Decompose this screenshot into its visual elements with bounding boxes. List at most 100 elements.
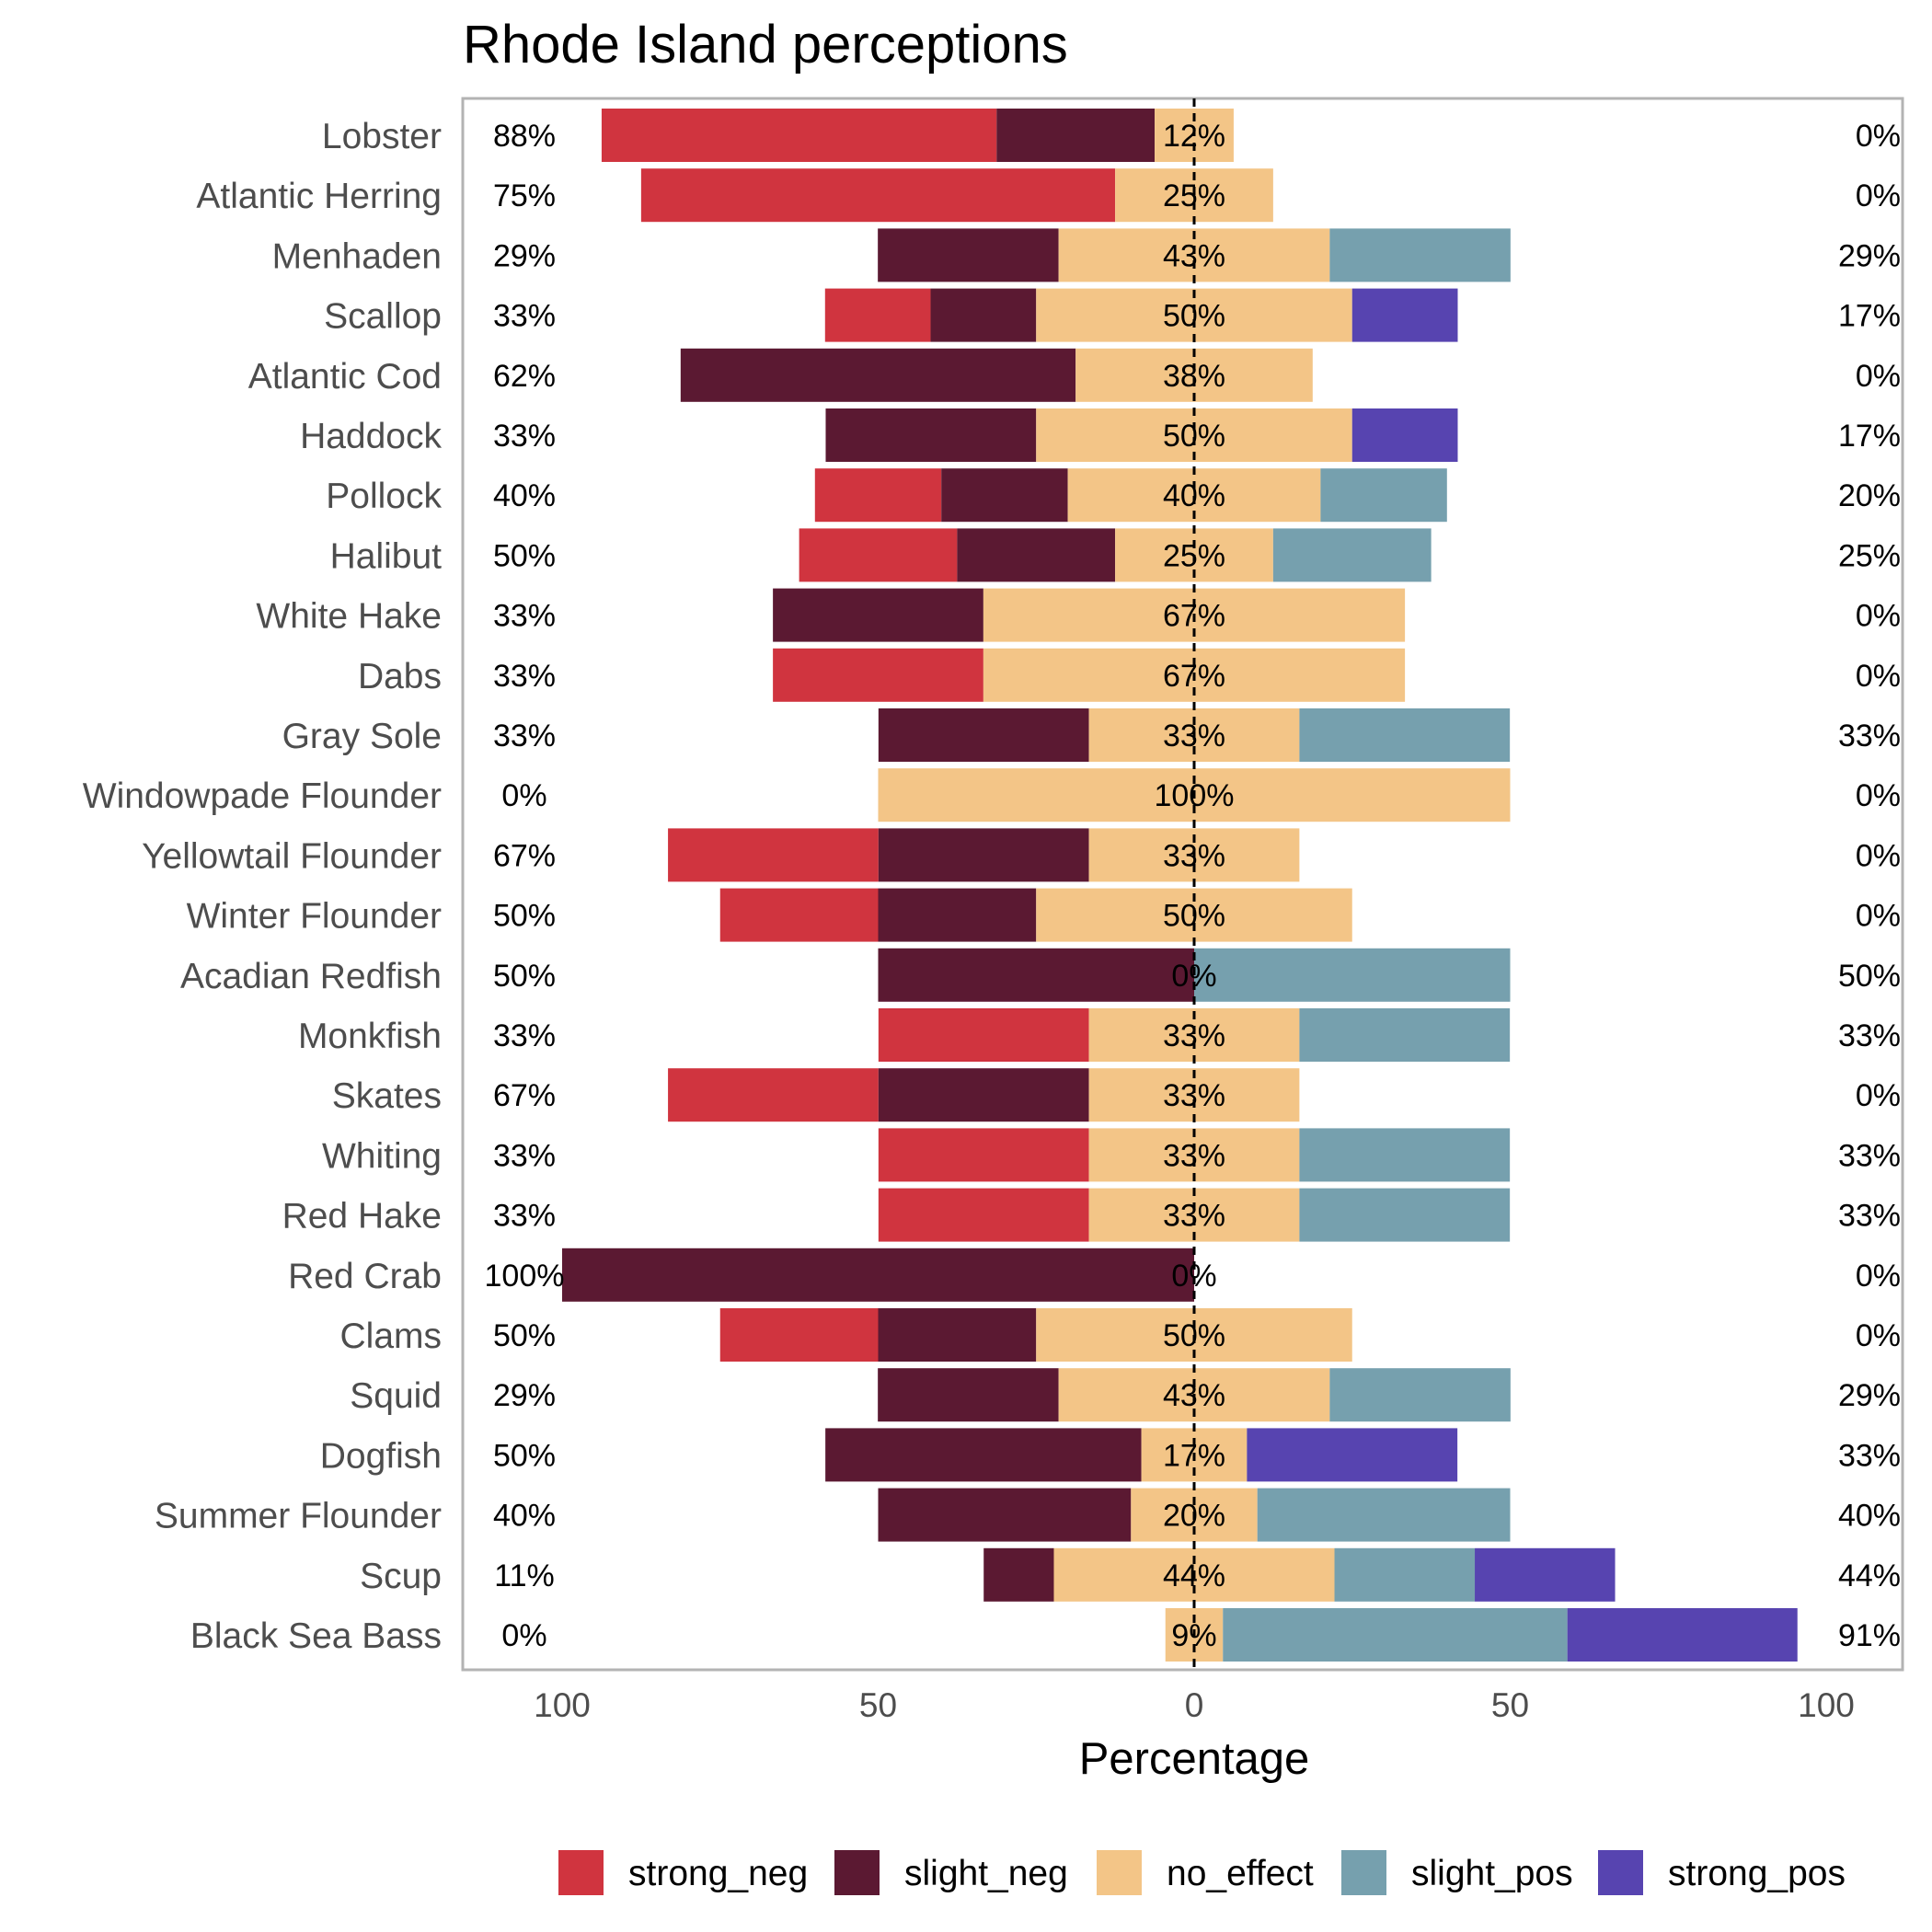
positive-pct-label: 0% — [1856, 899, 1901, 934]
bar-slight_pos — [1194, 948, 1511, 1002]
category-label: White Hake — [256, 597, 442, 637]
bar-slight_neg — [996, 109, 1156, 162]
positive-pct-label: 33% — [1838, 1199, 1901, 1234]
positive-pct-label: 40% — [1838, 1499, 1901, 1534]
category-label: Summer Flounder — [155, 1497, 442, 1536]
bar-strong_neg — [601, 109, 997, 162]
positive-pct-label: 91% — [1838, 1618, 1901, 1653]
positive-pct-label: 0% — [1856, 838, 1901, 873]
negative-pct-label: 0% — [501, 1618, 546, 1653]
bar-slight_neg — [878, 228, 1059, 282]
neutral-pct-label: 17% — [1163, 1438, 1225, 1473]
neutral-pct-label: 33% — [1163, 1138, 1225, 1173]
category-label: Pollock — [326, 477, 442, 516]
category-label: Dogfish — [320, 1436, 442, 1476]
legend-label: strong_neg — [628, 1854, 808, 1893]
negative-pct-label: 67% — [493, 838, 556, 873]
category-label: Dabs — [358, 657, 442, 696]
negative-pct-label: 50% — [493, 1318, 556, 1353]
bar-slight_neg — [825, 408, 1037, 462]
bar-strong_neg — [878, 1188, 1089, 1242]
category-label: Monkfish — [298, 1017, 442, 1056]
neutral-pct-label: 33% — [1163, 1078, 1225, 1113]
bar-strong_neg — [878, 1008, 1089, 1062]
positive-pct-label: 0% — [1856, 1259, 1901, 1294]
labels-group: Lobster 88% 12% 0% Atlantic Herring 75% 25% 0% M… — [83, 117, 1901, 1656]
negative-pct-label: 33% — [493, 1138, 556, 1173]
bar-slight_pos — [1320, 468, 1447, 523]
neutral-pct-label: 9% — [1171, 1618, 1216, 1653]
category-label: Menhaden — [272, 236, 442, 276]
bar-strong_pos — [1475, 1547, 1616, 1602]
category-label: Red Crab — [288, 1257, 442, 1296]
negative-pct-label: 40% — [493, 1499, 556, 1534]
bar-slight_neg — [773, 588, 983, 642]
bar-strong_neg — [824, 288, 931, 342]
x-tick-label: 50 — [859, 1686, 897, 1724]
category-label: Clams — [339, 1317, 442, 1356]
bar-slight_pos — [1299, 708, 1511, 762]
bar-slight_neg — [825, 1428, 1142, 1482]
positive-pct-label: 0% — [1856, 778, 1901, 813]
negative-pct-label: 88% — [493, 119, 556, 154]
bar-strong_neg — [719, 1308, 879, 1362]
bar-strong_pos — [1351, 408, 1458, 462]
negative-pct-label: 33% — [493, 599, 556, 634]
bar-no_effect — [1088, 1128, 1300, 1182]
legend-swatch-strong_neg — [558, 1850, 604, 1895]
bar-strong_neg — [878, 1128, 1089, 1182]
category-label: Lobster — [322, 117, 442, 156]
neutral-pct-label: 33% — [1163, 838, 1225, 873]
category-label: Squid — [350, 1376, 442, 1416]
neutral-pct-label: 33% — [1163, 719, 1225, 753]
bar-strong_neg — [719, 888, 879, 942]
bar-strong_neg — [773, 648, 983, 702]
bar-slight_neg — [878, 708, 1089, 762]
bar-strong_pos — [1247, 1428, 1458, 1482]
negative-pct-label: 100% — [485, 1259, 565, 1294]
positive-pct-label: 0% — [1856, 659, 1901, 694]
bars-group — [562, 109, 1798, 1662]
bar-slight_pos — [1329, 1368, 1511, 1422]
negative-pct-label: 40% — [493, 478, 556, 513]
bar-strong_neg — [640, 168, 1116, 223]
bar-slight_neg — [878, 828, 1089, 882]
x-tick-label: 0 — [1185, 1686, 1204, 1724]
positive-pct-label: 0% — [1856, 359, 1901, 394]
x-axis-ticks: 100 50 0 50 100 — [534, 1686, 1855, 1724]
category-label: Scup — [360, 1557, 442, 1596]
bar-strong_neg — [814, 468, 942, 523]
negative-pct-label: 11% — [494, 1558, 555, 1593]
x-tick-label: 100 — [1798, 1686, 1855, 1724]
bar-slight_pos — [1257, 1488, 1511, 1542]
positive-pct-label: 0% — [1856, 1318, 1901, 1353]
bar-slight_neg — [878, 948, 1194, 1002]
legend-label: slight_neg — [904, 1854, 1068, 1893]
neutral-pct-label: 67% — [1163, 599, 1225, 634]
bar-slight_pos — [1299, 1188, 1511, 1242]
category-label: Winter Flounder — [187, 897, 442, 937]
category-label: Whiting — [322, 1136, 442, 1176]
positive-pct-label: 0% — [1856, 1078, 1901, 1113]
neutral-pct-label: 25% — [1163, 538, 1225, 573]
bar-slight_neg — [878, 888, 1037, 942]
negative-pct-label: 29% — [493, 238, 556, 273]
positive-pct-label: 20% — [1838, 478, 1901, 513]
neutral-pct-label: 50% — [1163, 1318, 1225, 1353]
bar-slight_pos — [1299, 1128, 1511, 1182]
plot-panel-border — [461, 97, 1904, 1672]
legend-swatch-slight_neg — [834, 1850, 880, 1895]
bar-slight_neg — [562, 1248, 1194, 1302]
chart-title: Rhode Island perceptions — [463, 15, 1068, 75]
legend-label: no_effect — [1167, 1854, 1314, 1893]
negative-pct-label: 29% — [493, 1378, 556, 1413]
category-label: Skates — [332, 1076, 442, 1116]
negative-pct-label: 33% — [493, 299, 556, 334]
positive-pct-label: 17% — [1838, 299, 1901, 334]
x-axis-title: Percentage — [1079, 1734, 1310, 1784]
neutral-pct-label: 33% — [1163, 1018, 1225, 1053]
neutral-pct-label: 50% — [1163, 899, 1225, 934]
neutral-pct-label: 12% — [1163, 119, 1225, 154]
category-label: Atlantic Cod — [248, 357, 442, 397]
